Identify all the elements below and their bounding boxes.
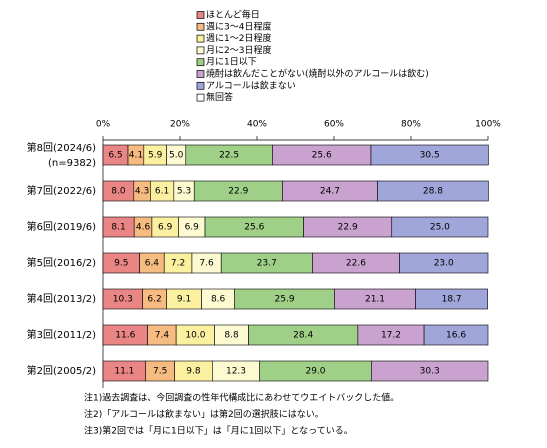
legend-swatch bbox=[196, 70, 205, 78]
note: 注3)第2回では「月に1日以下」は「月に1回以下」となっている。 bbox=[84, 425, 353, 437]
data-label: 6.4 bbox=[145, 259, 160, 269]
data-label: 21.1 bbox=[365, 295, 385, 305]
x-tick-label: 80% bbox=[401, 120, 421, 130]
legend-label: ほとんど毎日 bbox=[206, 9, 260, 21]
data-label: 5.0 bbox=[169, 151, 184, 161]
data-label: 28.4 bbox=[293, 331, 313, 341]
data-label: 8.6 bbox=[211, 295, 226, 305]
data-label: 6.2 bbox=[147, 295, 161, 305]
data-label: 7.5 bbox=[153, 367, 167, 377]
data-label: 10.3 bbox=[113, 295, 133, 305]
data-label: 11.1 bbox=[114, 367, 134, 377]
x-tick-label: 20% bbox=[170, 120, 190, 130]
data-label: 8.8 bbox=[224, 331, 239, 341]
data-label: 7.6 bbox=[199, 259, 214, 269]
y-tick-label: 第8回(2024/6) bbox=[27, 141, 96, 154]
data-label: 17.2 bbox=[381, 331, 401, 341]
data-label: 4.1 bbox=[129, 151, 143, 161]
data-label: 4.3 bbox=[135, 187, 149, 197]
bar-segment bbox=[391, 216, 489, 238]
legend-label: 月に1日以下 bbox=[206, 57, 257, 68]
y-tick-label: 第4回(2013/2) bbox=[27, 292, 96, 305]
data-label: 7.2 bbox=[171, 259, 185, 269]
data-label: 28.8 bbox=[423, 187, 443, 197]
legend-label: 週に1～2日程度 bbox=[206, 32, 271, 44]
data-label: 6.9 bbox=[185, 223, 200, 233]
data-label: 22.9 bbox=[338, 223, 358, 233]
y-tick-label: 第5回(2016/2) bbox=[27, 256, 96, 269]
data-label: 16.6 bbox=[446, 331, 466, 341]
data-label: 30.3 bbox=[420, 367, 440, 377]
data-label: 10.0 bbox=[185, 331, 205, 341]
data-label: 23.7 bbox=[257, 259, 277, 269]
data-label: 24.7 bbox=[320, 187, 340, 197]
data-label: 25.0 bbox=[430, 223, 450, 233]
data-label: 22.5 bbox=[219, 151, 239, 161]
data-label: 6.9 bbox=[158, 223, 173, 233]
data-label: 5.9 bbox=[148, 151, 163, 161]
legend-swatch bbox=[196, 93, 205, 102]
data-label: 25.9 bbox=[275, 295, 295, 305]
data-label: 7.4 bbox=[155, 331, 170, 341]
legend-label: 焼酎は飲んだことがない(焼酎以外のアルコールは飲む) bbox=[206, 68, 429, 80]
legend-label: 週に3～4日程度 bbox=[206, 20, 271, 32]
data-label: 6.5 bbox=[108, 151, 122, 161]
y-tick-label: 第6回(2019/6) bbox=[27, 220, 96, 233]
data-label: 9.8 bbox=[186, 367, 201, 377]
data-label: 30.5 bbox=[420, 151, 440, 161]
x-tick-label: 40% bbox=[247, 120, 267, 130]
data-label: 8.0 bbox=[111, 187, 126, 197]
legend-label: 月に2～3日程度 bbox=[206, 44, 271, 56]
data-label: 25.6 bbox=[312, 151, 332, 161]
legend-swatch bbox=[196, 46, 205, 55]
data-label: 9.1 bbox=[177, 295, 191, 305]
data-label: 11.6 bbox=[115, 331, 135, 341]
legend-label: アルコールは飲まない bbox=[206, 79, 296, 91]
bar-segment bbox=[399, 252, 489, 274]
legend-swatch bbox=[196, 81, 205, 90]
y-tick-label: 第2回(2005/2) bbox=[27, 364, 96, 377]
legend-swatch bbox=[196, 58, 205, 67]
legend-swatch bbox=[196, 34, 205, 43]
data-label: 18.7 bbox=[442, 295, 462, 305]
x-tick-label: 60% bbox=[324, 120, 344, 130]
legend-label: 無回答 bbox=[206, 91, 233, 103]
legend-swatch bbox=[196, 11, 205, 19]
bar-segment bbox=[370, 144, 489, 166]
sample-size-label: (n=9382) bbox=[48, 158, 96, 169]
data-label: 4.6 bbox=[136, 223, 151, 233]
data-label: 29.0 bbox=[305, 367, 325, 377]
data-label: 8.1 bbox=[111, 223, 125, 233]
note: 注2)「アルコールは飲まない」は第2回の選択肢にはない。 bbox=[84, 408, 324, 420]
data-label: 25.6 bbox=[244, 223, 264, 233]
legend-swatch bbox=[196, 22, 205, 31]
bar-segment bbox=[423, 324, 489, 346]
data-label: 12.3 bbox=[226, 367, 246, 377]
data-label: 6.1 bbox=[155, 187, 169, 197]
data-label: 23.0 bbox=[434, 259, 454, 269]
data-label: 22.9 bbox=[228, 187, 248, 197]
note: 注1)過去調査は、今回調査の性年代構成比にあわせてウエイトバックした値。 bbox=[84, 392, 399, 404]
x-tick-label: 100% bbox=[475, 120, 501, 130]
data-label: 9.5 bbox=[114, 259, 128, 269]
bar-segment bbox=[377, 180, 489, 202]
x-tick-label: 0% bbox=[96, 120, 111, 130]
y-tick-label: 第3回(2011/2) bbox=[27, 328, 96, 341]
y-tick-label: 第7回(2022/6) bbox=[27, 184, 96, 197]
bar-segment bbox=[371, 360, 489, 382]
data-label: 22.6 bbox=[346, 259, 366, 269]
bar-segment bbox=[415, 288, 488, 310]
data-label: 5.3 bbox=[177, 187, 191, 197]
